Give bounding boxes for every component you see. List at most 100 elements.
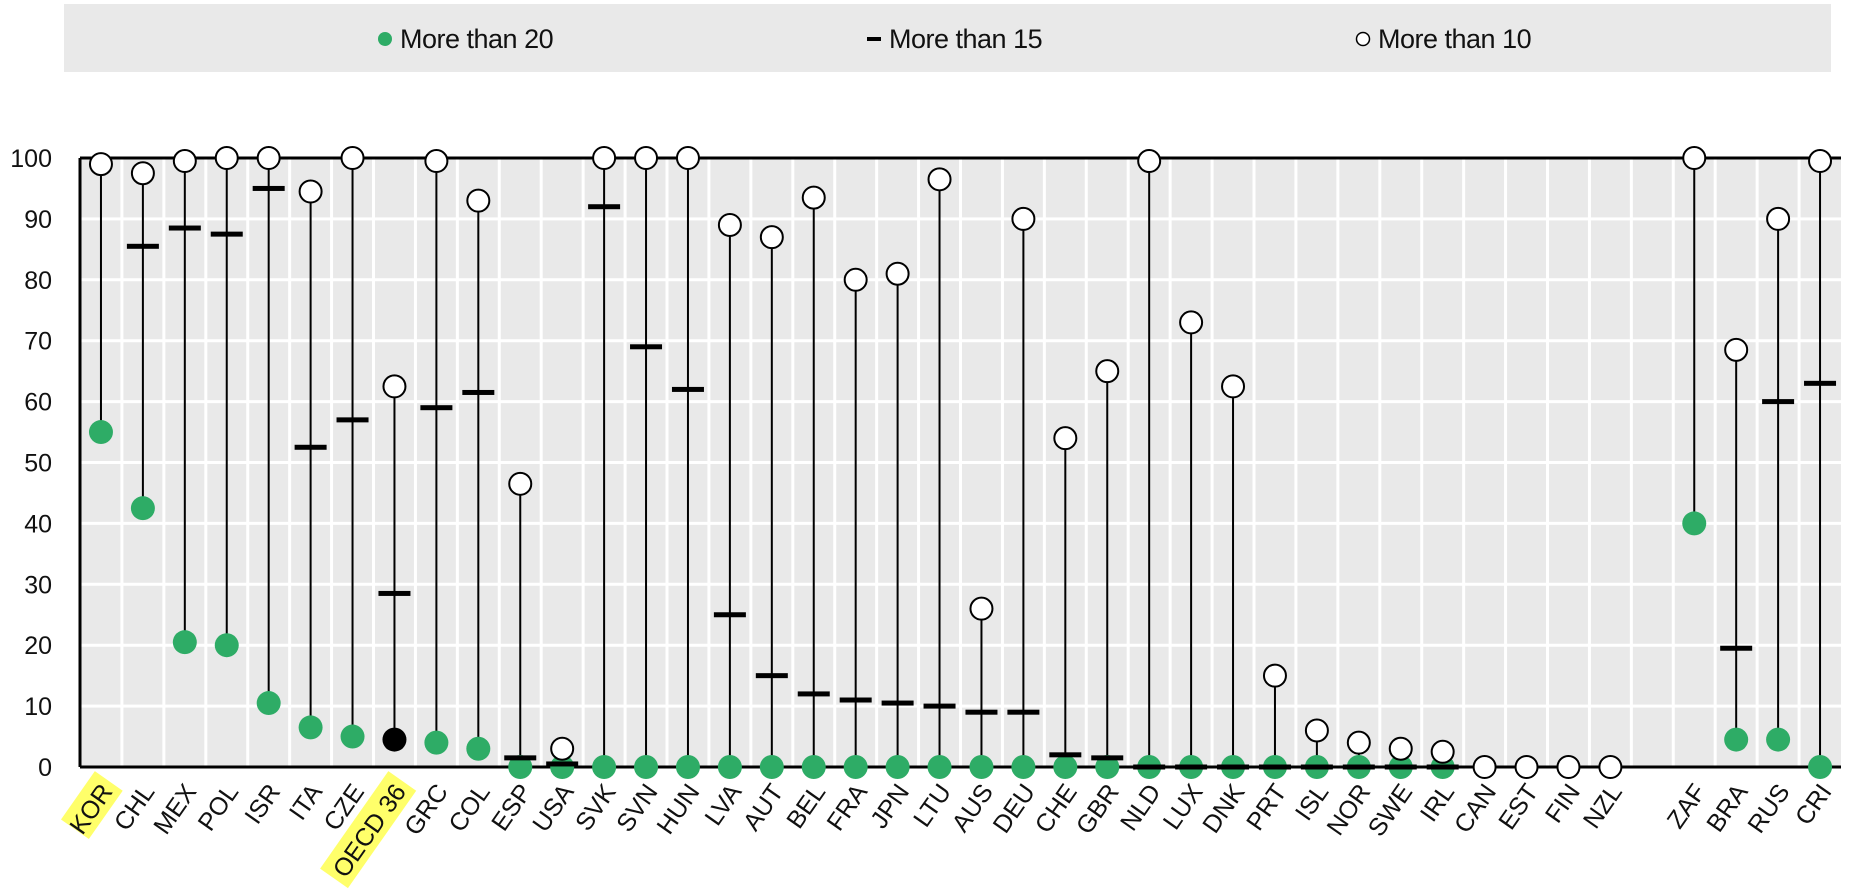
point-more-than-15 bbox=[1804, 380, 1837, 386]
point-more-than-15 bbox=[336, 417, 369, 423]
point-more-than-15 bbox=[588, 204, 621, 210]
point-more-than-15 bbox=[420, 405, 453, 411]
x-tick-label-group: BEL bbox=[781, 779, 831, 834]
x-tick-label: NZL bbox=[1578, 779, 1628, 834]
y-tick-label: 50 bbox=[24, 450, 52, 478]
x-tick-label: LUX bbox=[1158, 779, 1209, 835]
point-more-than-15 bbox=[1175, 764, 1208, 770]
point-more-than-15 bbox=[630, 344, 663, 350]
x-tick-label-group: AUS bbox=[947, 779, 999, 837]
x-tick-label-group: GBR bbox=[1071, 779, 1125, 839]
x-tick-label-group: FIN bbox=[1540, 779, 1586, 828]
label-highlight bbox=[320, 771, 417, 889]
point-more-than-20 bbox=[675, 755, 700, 779]
y-tick-label: 60 bbox=[24, 389, 52, 417]
point-more-than-15 bbox=[839, 697, 872, 703]
point-more-than-10 bbox=[172, 149, 197, 174]
point-more-than-10 bbox=[382, 374, 407, 399]
y-tick-label: 40 bbox=[24, 510, 52, 538]
x-tick-label-group: BRA bbox=[1701, 779, 1754, 837]
x-tick-label: FRA bbox=[822, 779, 874, 836]
x-tick-label-group: KOR bbox=[61, 771, 123, 839]
point-more-than-15 bbox=[1762, 399, 1795, 405]
x-tick-label: DEU bbox=[988, 779, 1041, 838]
point-more-than-10 bbox=[214, 146, 239, 170]
point-more-than-10 bbox=[1221, 374, 1246, 399]
point-more-than-20 bbox=[927, 755, 952, 779]
y-tick-label: 10 bbox=[24, 693, 52, 721]
point-more-than-15 bbox=[378, 590, 411, 596]
point-more-than-10 bbox=[256, 146, 281, 170]
legend-item-more-than-10: More than 10 bbox=[1354, 24, 1532, 54]
point-more-than-15 bbox=[1426, 764, 1459, 770]
point-more-than-10 bbox=[1430, 739, 1455, 764]
point-more-than-15 bbox=[1133, 764, 1166, 770]
point-more-than-10 bbox=[1262, 663, 1287, 688]
point-more-than-10 bbox=[1011, 206, 1036, 231]
y-tick-label: 80 bbox=[24, 267, 52, 295]
point-more-than-15 bbox=[755, 673, 788, 679]
point-more-than-10 bbox=[1472, 755, 1497, 779]
point-more-than-15 bbox=[168, 225, 201, 231]
x-tick-label: ZAF bbox=[1662, 779, 1712, 834]
x-tick-label-group: HUN bbox=[651, 779, 705, 839]
y-tick-label: 90 bbox=[24, 206, 52, 234]
point-more-than-15 bbox=[881, 700, 914, 706]
point-more-than-10 bbox=[885, 261, 910, 286]
y-tick-label: 100 bbox=[10, 145, 52, 173]
point-more-than-10 bbox=[1053, 426, 1078, 451]
point-more-than-20 bbox=[717, 755, 742, 779]
point-more-than-20 bbox=[550, 755, 575, 779]
point-more-than-15 bbox=[1300, 764, 1333, 770]
point-more-than-20 bbox=[759, 755, 784, 779]
point-more-than-15 bbox=[210, 231, 243, 237]
point-more-than-20 bbox=[801, 755, 826, 779]
point-more-than-10 bbox=[1179, 310, 1204, 335]
point-more-than-20 bbox=[298, 715, 323, 740]
point-more-than-15 bbox=[1258, 764, 1291, 770]
x-tick-label: CHE bbox=[1030, 779, 1083, 838]
point-more-than-10 bbox=[1556, 755, 1581, 779]
point-more-than-10 bbox=[801, 185, 826, 210]
legend-box: More than 20 More than 15 More than 10 bbox=[64, 4, 1831, 72]
x-tick-label: POL bbox=[193, 779, 245, 836]
point-more-than-20 bbox=[466, 736, 491, 761]
dash-icon bbox=[867, 37, 881, 41]
point-more-than-15 bbox=[713, 612, 746, 618]
y-tick-label: 0 bbox=[38, 754, 52, 782]
point-more-than-10 bbox=[1514, 755, 1539, 779]
point-more-than-10 bbox=[1388, 736, 1413, 761]
x-tick-label-group: RUS bbox=[1742, 779, 1795, 838]
x-tick-label: BRA bbox=[1701, 779, 1754, 837]
point-more-than-10 bbox=[1724, 337, 1749, 362]
point-more-than-15 bbox=[126, 243, 159, 249]
x-tick-label-group: DEU bbox=[988, 779, 1041, 838]
x-tick-label-group: SVK bbox=[570, 779, 622, 836]
point-more-than-20 bbox=[843, 755, 868, 779]
point-more-than-20 bbox=[214, 633, 239, 658]
x-tick-label: CAN bbox=[1449, 779, 1502, 838]
point-more-than-10 bbox=[759, 225, 784, 250]
filled-circle-icon bbox=[378, 32, 392, 46]
point-more-than-20 bbox=[592, 755, 617, 779]
point-more-than-20 bbox=[1808, 755, 1833, 779]
point-more-than-10 bbox=[1346, 730, 1371, 755]
point-more-than-20 bbox=[1053, 755, 1078, 779]
point-more-than-15 bbox=[797, 691, 830, 697]
x-tick-label-group: ZAF bbox=[1662, 779, 1712, 834]
point-more-than-15 bbox=[462, 389, 495, 395]
point-more-than-10 bbox=[550, 736, 575, 761]
y-tick-label: 30 bbox=[24, 571, 52, 599]
point-more-than-15 bbox=[1217, 764, 1250, 770]
x-tick-label: USA bbox=[527, 779, 580, 837]
x-tick-label-group: PRT bbox=[1241, 779, 1292, 836]
x-tick-label-group: AUT bbox=[738, 779, 790, 836]
point-more-than-10 bbox=[1766, 206, 1791, 231]
x-tick-label-group: COL bbox=[443, 779, 495, 837]
x-tick-label-group: CHE bbox=[1030, 779, 1083, 838]
point-more-than-15 bbox=[1720, 645, 1753, 651]
point-more-than-10 bbox=[88, 152, 113, 177]
point-more-than-15 bbox=[294, 444, 327, 450]
x-tick-label-group: SVN bbox=[611, 779, 663, 837]
